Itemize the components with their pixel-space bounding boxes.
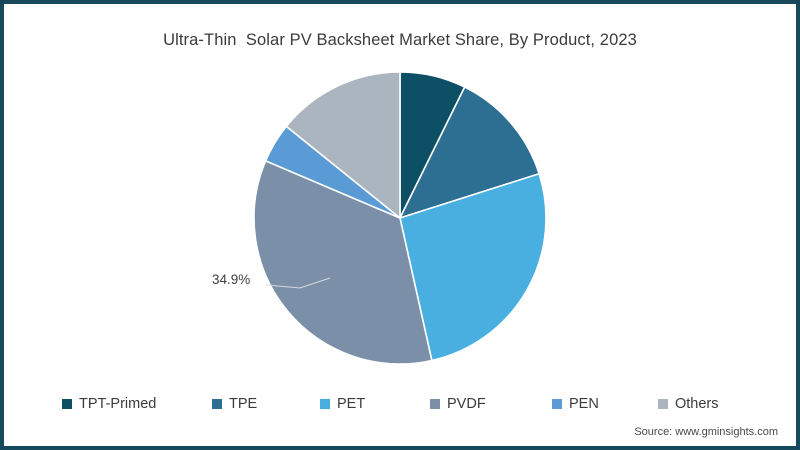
pie-data-label-pvdf: 34.9% — [212, 272, 251, 287]
legend-label: PVDF — [447, 396, 486, 412]
legend-swatch-icon — [212, 399, 222, 409]
legend-label: PEN — [569, 396, 599, 412]
chart-title: Ultra-Thin Solar PV Backsheet Market Sha… — [163, 31, 637, 49]
legend-item-pen[interactable]: PEN — [552, 396, 658, 412]
pie-chart-svg — [253, 71, 547, 365]
pie-slice-tpe[interactable] — [398, 86, 541, 220]
pie-slice-others[interactable] — [285, 71, 401, 220]
legend-item-tpt-primed[interactable]: TPT-Primed — [62, 396, 212, 412]
legend-item-pvdf[interactable]: PVDF — [430, 396, 552, 412]
pie-slice-pvdf[interactable] — [253, 159, 433, 365]
legend-swatch-icon — [62, 399, 72, 409]
legend-swatch-icon — [430, 399, 440, 409]
legend-item-pet[interactable]: PET — [320, 396, 430, 412]
legend-item-others[interactable]: Others — [658, 396, 719, 412]
legend-swatch-icon — [320, 399, 330, 409]
legend-item-tpe[interactable]: TPE — [212, 396, 320, 412]
pie-slice-group — [253, 71, 547, 365]
legend-swatch-icon — [658, 399, 668, 409]
legend-label: PET — [337, 396, 366, 412]
pie-slice-pet[interactable] — [399, 172, 547, 362]
legend-label: Others — [675, 396, 719, 412]
legend-label: TPE — [229, 396, 258, 412]
pie-chart-area — [250, 68, 550, 368]
source-attribution: Source: www.gminsights.com — [634, 426, 778, 438]
legend-label: TPT-Primed — [79, 396, 157, 412]
chart-legend: TPT-Primed TPE PET PVDF PEN Others — [62, 392, 752, 416]
legend-swatch-icon — [552, 399, 562, 409]
